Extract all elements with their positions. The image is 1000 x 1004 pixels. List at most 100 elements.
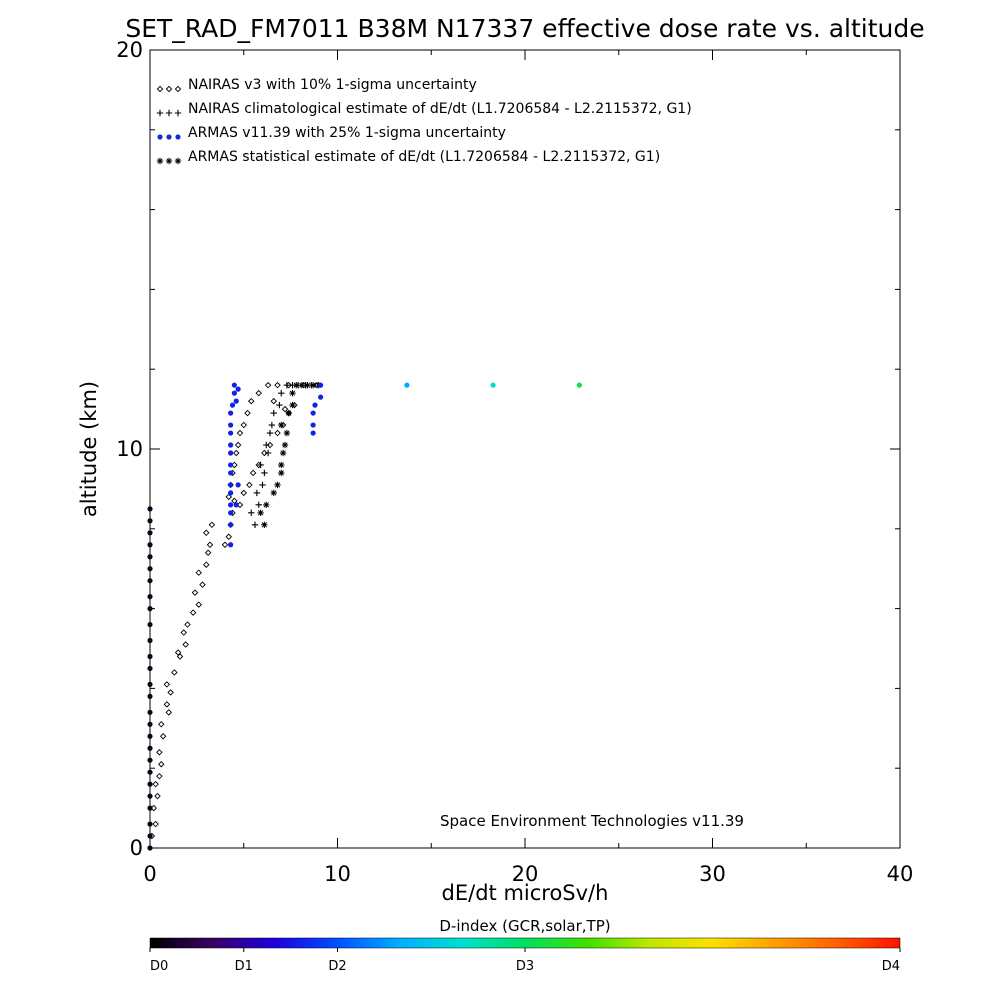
data-point [259, 481, 266, 489]
data-point [147, 606, 153, 612]
data-point [228, 470, 234, 476]
x-axis-label: dE/dt microSv/h [442, 881, 609, 905]
data-point [249, 469, 257, 477]
data-point [171, 669, 178, 676]
data-point [261, 469, 268, 477]
legend-marker [165, 157, 173, 165]
data-point [310, 430, 316, 436]
data-point [248, 397, 255, 405]
data-point [191, 589, 199, 596]
data-point [228, 542, 234, 548]
data-point [274, 429, 281, 437]
data-point [293, 381, 300, 389]
data-point [176, 653, 184, 660]
series-diamond [148, 381, 321, 840]
data-point [147, 566, 153, 572]
data-point [195, 569, 202, 576]
credit-text: Space Environment Technologies v11.39 [440, 812, 744, 830]
data-point [147, 693, 153, 699]
data-point [156, 749, 163, 756]
series-asterisk [257, 381, 322, 529]
data-point [404, 382, 410, 388]
data-point [228, 510, 234, 516]
data-point [312, 402, 318, 408]
data-marks [147, 381, 582, 851]
data-point [309, 381, 317, 389]
data-point [147, 530, 153, 536]
legend-marker [166, 134, 172, 140]
legend-marker [174, 85, 182, 93]
data-point [244, 409, 251, 417]
data-point [147, 506, 153, 512]
data-point [228, 482, 234, 488]
data-point [147, 733, 153, 739]
legend-entry: ARMAS v11.39 with 25% 1-sigma uncertaint… [188, 125, 506, 141]
data-point [490, 382, 496, 388]
data-point [261, 449, 268, 457]
data-point [251, 521, 259, 529]
legend-entry: ARMAS statistical estimate of dE/dt (L1.… [188, 149, 660, 165]
data-point [283, 381, 291, 389]
data-point [255, 501, 262, 509]
data-point [248, 509, 255, 517]
data-point [233, 398, 239, 404]
data-point [289, 401, 296, 409]
data-point [147, 833, 153, 839]
data-point [233, 502, 239, 508]
data-point [225, 493, 232, 501]
data-point [182, 641, 189, 648]
y-tick-label: 20 [116, 38, 143, 62]
legend-marker [156, 157, 164, 165]
data-point [158, 760, 165, 768]
data-point [228, 422, 234, 428]
data-point [147, 781, 153, 787]
data-point [281, 441, 289, 449]
data-point [263, 441, 270, 449]
data-point [255, 389, 262, 397]
data-point [257, 461, 264, 469]
axis-ticks [149, 49, 901, 849]
data-point [281, 405, 289, 413]
data-point [229, 402, 236, 408]
data-point [246, 481, 253, 489]
data-point [228, 522, 234, 528]
data-point [147, 721, 153, 727]
colorbar-tick-label: D1 [235, 959, 253, 974]
legend-marker [157, 134, 163, 140]
data-point [270, 489, 277, 497]
series-dot [147, 382, 582, 851]
data-point [147, 681, 153, 688]
data-point [199, 581, 206, 588]
data-point [228, 450, 234, 456]
legend-entry: NAIRAS v3 with 10% 1-sigma uncertainty [188, 77, 477, 93]
data-point [228, 490, 234, 496]
data-point [276, 401, 283, 409]
y-tick-label: 10 [116, 437, 143, 461]
data-point [274, 481, 281, 489]
legend-marker [156, 85, 164, 93]
colorbar [149, 937, 901, 949]
data-point [159, 733, 167, 740]
data-point [240, 489, 247, 497]
data-point [147, 653, 153, 660]
data-point [147, 665, 153, 672]
data-point [228, 462, 234, 468]
data-point [147, 621, 153, 628]
data-point [228, 410, 234, 416]
legend-marker [174, 157, 182, 165]
y-tick-label: 0 [130, 836, 143, 860]
data-point [228, 442, 234, 448]
legend-marker [165, 85, 173, 93]
data-point [233, 449, 240, 457]
data-point [285, 409, 292, 417]
data-point [270, 409, 277, 417]
x-tick-label: 0 [143, 862, 156, 886]
data-point [261, 521, 268, 529]
data-point [257, 509, 264, 517]
data-point [147, 518, 153, 524]
data-point [152, 820, 159, 828]
data-point [206, 541, 214, 548]
data-point [266, 429, 274, 437]
data-point [289, 389, 296, 397]
colorbar-ticks: D0 D1 D2 D3 D4 [149, 948, 901, 974]
